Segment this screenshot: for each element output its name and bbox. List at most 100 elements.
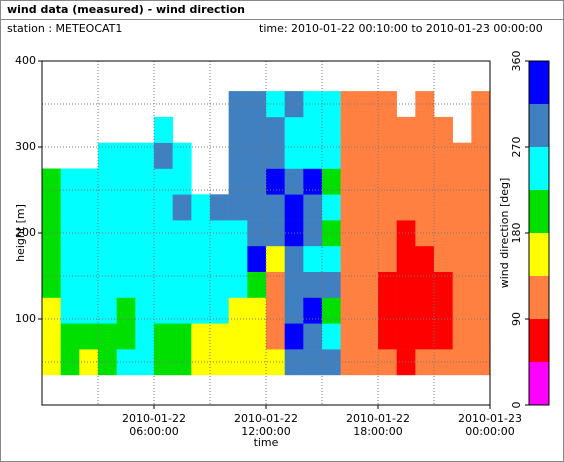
cell: [471, 245, 491, 272]
cell: [471, 297, 491, 324]
colorbar-tick-label: 90: [510, 312, 523, 326]
cell: [60, 168, 80, 195]
cell: [396, 116, 416, 143]
cell: [415, 297, 435, 324]
cell: [79, 349, 99, 376]
cell: [247, 91, 267, 118]
cell: [284, 297, 304, 324]
cell: [396, 297, 416, 324]
cell: [79, 297, 99, 324]
cell: [322, 142, 341, 169]
cell: [60, 349, 80, 376]
cell: [452, 194, 472, 221]
cell: [340, 297, 360, 324]
cell: [266, 271, 285, 298]
cell: [396, 142, 416, 169]
cell: [415, 323, 435, 350]
cell: [172, 297, 192, 324]
cell: [116, 194, 136, 221]
cell: [378, 323, 397, 350]
cell: [154, 297, 173, 324]
cell: [191, 194, 211, 221]
cell: [322, 194, 341, 221]
cell: [154, 271, 173, 298]
cell: [322, 349, 341, 376]
cell: [116, 245, 136, 272]
cell: [266, 142, 285, 169]
cell: [452, 271, 472, 298]
cell: [116, 297, 136, 324]
cell: [172, 142, 192, 169]
colorbar-swatch: [529, 61, 549, 104]
cell: [247, 297, 267, 324]
cell: [378, 297, 397, 324]
cell: [303, 116, 323, 143]
cell: [247, 116, 267, 143]
colorbar-label: wind direction [deg]: [498, 178, 511, 289]
cell: [340, 91, 360, 118]
cell: [60, 245, 80, 272]
cell: [247, 245, 267, 272]
cell: [322, 91, 341, 118]
cell: [172, 349, 192, 376]
station: station : METEOCAT1: [7, 22, 123, 35]
cell: [172, 271, 192, 298]
cell: [172, 168, 192, 195]
cell: [191, 245, 211, 272]
cell: [415, 116, 435, 143]
cell: [359, 116, 379, 143]
x-tick-label: 2010-01-22 12:00:00: [234, 412, 298, 438]
cell: [228, 220, 248, 247]
cell: [359, 297, 379, 324]
colorbar-swatch: [529, 104, 549, 147]
cell: [266, 349, 285, 376]
x-tick-label: 2010-01-23 00:00:00: [458, 412, 522, 438]
cell: [415, 271, 435, 298]
cell: [172, 323, 192, 350]
cell: [266, 220, 285, 247]
cell: [191, 220, 211, 247]
cell: [154, 220, 173, 247]
cell: [359, 220, 379, 247]
cell: [303, 245, 323, 272]
cell: [154, 194, 173, 221]
cell: [359, 323, 379, 350]
cell: [266, 91, 285, 118]
cell: [415, 142, 435, 169]
cell: [396, 194, 416, 221]
cell: [210, 194, 229, 221]
cell: [42, 323, 61, 350]
cell: [471, 323, 491, 350]
cell: [415, 245, 435, 272]
cell: [154, 116, 173, 143]
cell: [228, 245, 248, 272]
cell: [471, 194, 491, 221]
cell: [415, 168, 435, 195]
colorbar-swatch: [529, 276, 549, 319]
cell: [79, 220, 99, 247]
cell: [210, 297, 229, 324]
cell: [191, 323, 211, 350]
cell: [154, 245, 173, 272]
cell: [98, 194, 117, 221]
cell: [60, 323, 80, 350]
cell: [415, 91, 435, 118]
cell: [378, 168, 397, 195]
colorbar-swatch: [529, 319, 549, 362]
cell: [98, 323, 117, 350]
cell: [284, 168, 304, 195]
info-row: station : METEOCAT1 time: 2010-01-22 00:…: [1, 20, 563, 38]
cell: [98, 168, 117, 195]
cell: [303, 323, 323, 350]
cell: [135, 323, 155, 350]
colorbar-tick-label: 0: [510, 402, 523, 409]
cell: [228, 194, 248, 221]
cell: [340, 323, 360, 350]
cell: [42, 168, 61, 195]
cell: [396, 349, 416, 376]
cell: [434, 349, 453, 376]
cell: [228, 323, 248, 350]
cell: [452, 168, 472, 195]
cell: [359, 168, 379, 195]
